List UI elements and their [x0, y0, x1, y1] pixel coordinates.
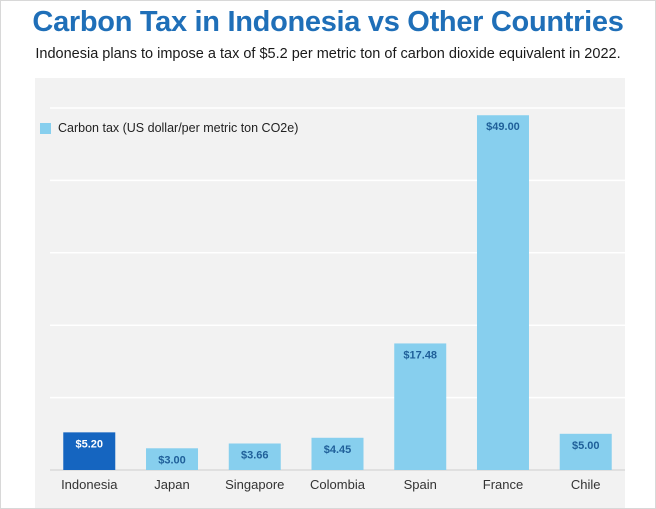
x-tick-label: Singapore: [225, 477, 284, 492]
x-tick-label: Spain: [404, 477, 437, 492]
chart-subtitle: Indonesia plans to impose a tax of $5.2 …: [35, 46, 621, 62]
data-label: $4.45: [324, 444, 352, 456]
bar-singapore: [228, 443, 281, 470]
x-tick-label: France: [483, 477, 523, 492]
x-tick-label: Indonesia: [61, 477, 118, 492]
bar-france: [476, 115, 529, 471]
x-tick-label: Colombia: [310, 477, 366, 492]
x-tick-label: Chile: [571, 477, 601, 492]
bar-spain: [394, 343, 447, 470]
data-label: $17.48: [403, 349, 437, 361]
data-label: $5.00: [572, 440, 600, 452]
data-label: $3.66: [241, 450, 269, 462]
bar-colombia: [311, 437, 364, 470]
bar-chile: [559, 433, 612, 470]
x-tick-label: Japan: [154, 477, 189, 492]
data-label: $3.00: [158, 454, 186, 466]
data-label: $5.20: [76, 438, 104, 450]
bar-japan: [146, 448, 199, 470]
bar-indonesia: [63, 432, 116, 470]
legend: Carbon tax (US dollar/per metric ton CO2…: [40, 121, 298, 135]
data-label: $49.00: [486, 121, 520, 133]
chart-title: Carbon Tax in Indonesia vs Other Countri…: [32, 6, 624, 38]
legend-label: Carbon tax (US dollar/per metric ton CO2…: [58, 121, 299, 135]
legend-swatch: [40, 122, 51, 134]
